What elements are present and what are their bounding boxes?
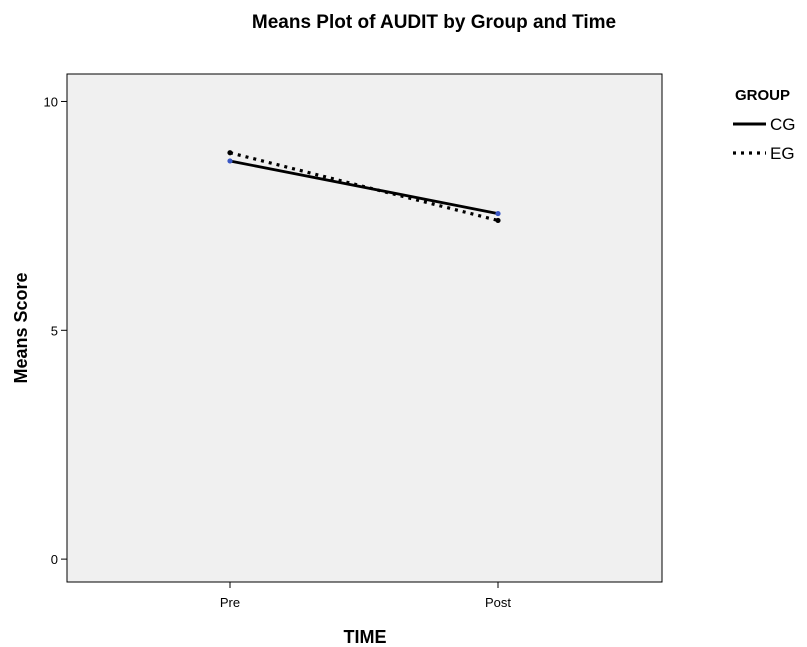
legend-title: GROUP bbox=[735, 87, 790, 104]
y-axis: 0 5 10 bbox=[44, 94, 67, 567]
legend-label-cg: CG bbox=[770, 115, 796, 134]
series-markers bbox=[227, 150, 501, 224]
series-lines bbox=[229, 151, 499, 223]
data-point-cg-post bbox=[495, 210, 501, 217]
chart-title: Means Plot of AUDIT by Group and Time bbox=[252, 12, 616, 33]
y-tick-label: 0 bbox=[51, 552, 58, 567]
data-point-eg-post bbox=[495, 217, 501, 224]
x-tick-label: Post bbox=[485, 595, 511, 610]
x-tick-label: Pre bbox=[220, 595, 240, 610]
y-tick-label: 10 bbox=[44, 94, 58, 109]
plot-area bbox=[66, 73, 663, 583]
data-point-cg-pre bbox=[227, 158, 233, 164]
data-point-eg-pre bbox=[227, 150, 233, 156]
series-line-eg bbox=[229, 151, 499, 223]
y-tick-label: 5 bbox=[51, 323, 58, 338]
legend: GROUP CG EG bbox=[733, 87, 796, 163]
legend-label-eg: EG bbox=[770, 144, 795, 163]
x-axis-label: TIME bbox=[344, 627, 387, 647]
y-axis-label: Means Score bbox=[11, 272, 31, 383]
x-axis: Pre Post bbox=[220, 582, 511, 610]
